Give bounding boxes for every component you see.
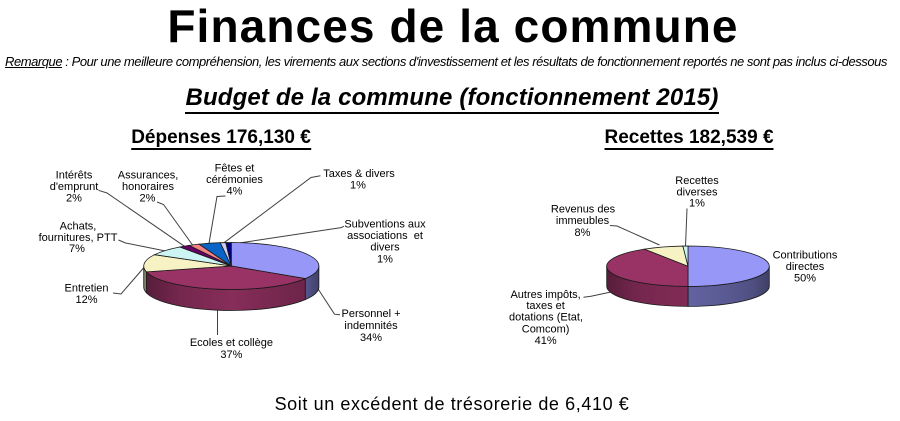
svg-text:Ecoles et collège: Ecoles et collège	[190, 337, 273, 349]
svg-text:1%: 1%	[689, 198, 705, 210]
svg-text:taxes et: taxes et	[526, 300, 565, 312]
svg-text:2%: 2%	[66, 193, 82, 205]
svg-text:immeubles: immeubles	[556, 215, 610, 227]
svg-text:Comcom): Comcom)	[522, 323, 570, 335]
svg-text:Assurances,: Assurances,	[118, 170, 179, 182]
svg-text:Autres impôts,: Autres impôts,	[510, 289, 580, 301]
svg-text:8%: 8%	[575, 227, 591, 239]
svg-text:37%: 37%	[220, 349, 242, 361]
svg-text:honoraires: honoraires	[122, 181, 174, 193]
svg-text:Intérêts: Intérêts	[56, 170, 93, 182]
svg-text:fournitures, PTT: fournitures, PTT	[39, 232, 118, 244]
svg-text:41%: 41%	[535, 335, 557, 347]
svg-text:cérémonies: cérémonies	[206, 174, 263, 186]
svg-text:50%: 50%	[794, 272, 816, 284]
svg-text:1%: 1%	[350, 180, 366, 192]
svg-text:indemnités: indemnités	[344, 320, 398, 332]
svg-text:4%: 4%	[227, 186, 243, 198]
svg-text:d'emprunt: d'emprunt	[50, 181, 99, 193]
svg-text:diverses: diverses	[677, 186, 718, 198]
svg-text:Taxes & divers: Taxes & divers	[323, 168, 395, 180]
svg-text:7%: 7%	[69, 243, 85, 255]
svg-text:directes: directes	[786, 261, 825, 273]
svg-text:Entretien: Entretien	[64, 283, 108, 295]
svg-text:Revenus des: Revenus des	[551, 204, 616, 216]
svg-text:associations et: associations et	[347, 230, 423, 242]
svg-text:Recettes: Recettes	[675, 175, 719, 187]
svg-text:1%: 1%	[377, 253, 393, 265]
svg-text:dotations (Etat,: dotations (Etat,	[509, 312, 583, 324]
svg-text:Fêtes et: Fêtes et	[215, 163, 255, 175]
svg-text:Subventions aux: Subventions aux	[344, 218, 426, 230]
svg-text:2%: 2%	[140, 193, 156, 205]
svg-text:34%: 34%	[360, 332, 382, 344]
svg-text:divers: divers	[370, 241, 400, 253]
svg-text:Achats,: Achats,	[60, 221, 97, 233]
svg-text:Personnel +: Personnel +	[341, 308, 400, 320]
svg-text:Contributions: Contributions	[773, 250, 838, 262]
svg-text:12%: 12%	[75, 294, 97, 306]
